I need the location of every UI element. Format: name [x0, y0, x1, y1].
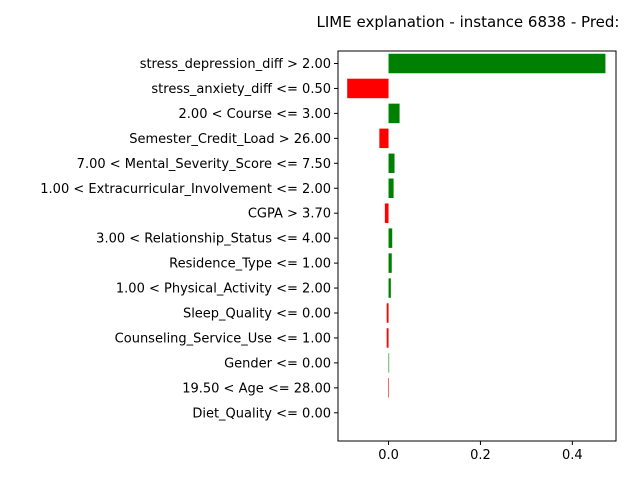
- bar-11: [386, 328, 389, 348]
- bar-7: [388, 228, 393, 248]
- bar-4: [388, 153, 395, 174]
- bar-2: [388, 103, 400, 124]
- y-tick-label: 7.00 < Mental_Severity_Score <= 7.50: [77, 157, 331, 172]
- bar-5: [388, 178, 394, 198]
- bar-8: [388, 253, 392, 273]
- y-tick-label: CGPA > 3.70: [248, 207, 331, 222]
- bar-9: [388, 278, 391, 298]
- x-tick-label: 0.0: [378, 448, 399, 463]
- x-tick-label: 0.2: [470, 448, 491, 463]
- bar-1: [347, 78, 389, 99]
- y-tick-label: 19.50 < Age <= 28.00: [182, 381, 331, 396]
- y-tick-label: 1.00 < Physical_Activity <= 2.00: [116, 282, 331, 297]
- y-tick-label: Residence_Type <= 1.00: [169, 257, 331, 272]
- bar-6: [384, 203, 389, 223]
- y-tick-label: stress_depression_diff > 2.00: [140, 57, 331, 72]
- y-tick-label: 1.00 < Extracurricular_Involvement <= 2.…: [40, 182, 331, 197]
- y-tick-label: Sleep_Quality <= 0.00: [183, 307, 331, 322]
- bar-10: [386, 303, 389, 323]
- y-tick-label: Diet_Quality <= 0.00: [192, 406, 331, 421]
- bar-12: [388, 353, 390, 373]
- plot-frame: [337, 50, 617, 442]
- y-tick-label: Semester_Credit_Load > 26.00: [129, 132, 331, 147]
- bar-13: [388, 378, 389, 398]
- y-tick-label: Gender <= 0.00: [224, 356, 331, 371]
- y-tick-label: Counseling_Service_Use <= 1.00: [115, 331, 331, 346]
- chart-title: LIME explanation - instance 6838 - Pred:: [317, 13, 620, 31]
- x-tick-label: 0.4: [562, 448, 583, 463]
- y-tick-label: 3.00 < Relationship_Status <= 4.00: [96, 232, 331, 247]
- y-tick-labels: stress_depression_diff > 2.00 stress_anxi…: [40, 57, 338, 421]
- y-tick-label: 2.00 < Course <= 3.00: [179, 107, 331, 122]
- bar-0: [388, 53, 606, 74]
- bars-layer: [347, 53, 606, 398]
- bar-3: [379, 128, 389, 149]
- x-axis-ticks: 0.0 0.2 0.4: [378, 441, 583, 463]
- y-tick-label: stress_anxiety_diff <= 0.50: [151, 82, 331, 97]
